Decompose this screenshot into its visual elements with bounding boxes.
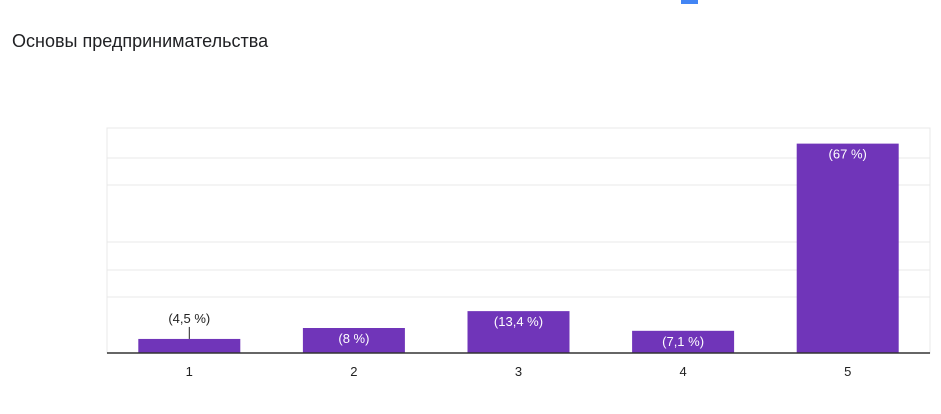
bar-5[interactable]: [796, 143, 899, 353]
x-tick-label-5: 5: [844, 364, 851, 379]
x-tick-label-4: 4: [679, 364, 686, 379]
data-label-5: (67 %): [829, 147, 867, 162]
data-label-1: (4,5 %): [168, 311, 210, 326]
data-label-4: (7,1 %): [662, 334, 704, 349]
bar-4[interactable]: [632, 330, 735, 353]
bar-1[interactable]: [138, 338, 241, 353]
bar-2[interactable]: [302, 328, 405, 353]
question-title: Основы предпринимательства: [12, 31, 269, 51]
x-tick-label-3: 3: [515, 364, 522, 379]
data-label-2: (8 %): [338, 331, 369, 346]
bar-3[interactable]: [467, 311, 570, 353]
data-label-3: (13,4 %): [494, 314, 543, 329]
top-accent-marker: [681, 0, 698, 4]
x-tick-label-2: 2: [350, 364, 357, 379]
x-tick-label-1: 1: [186, 364, 193, 379]
